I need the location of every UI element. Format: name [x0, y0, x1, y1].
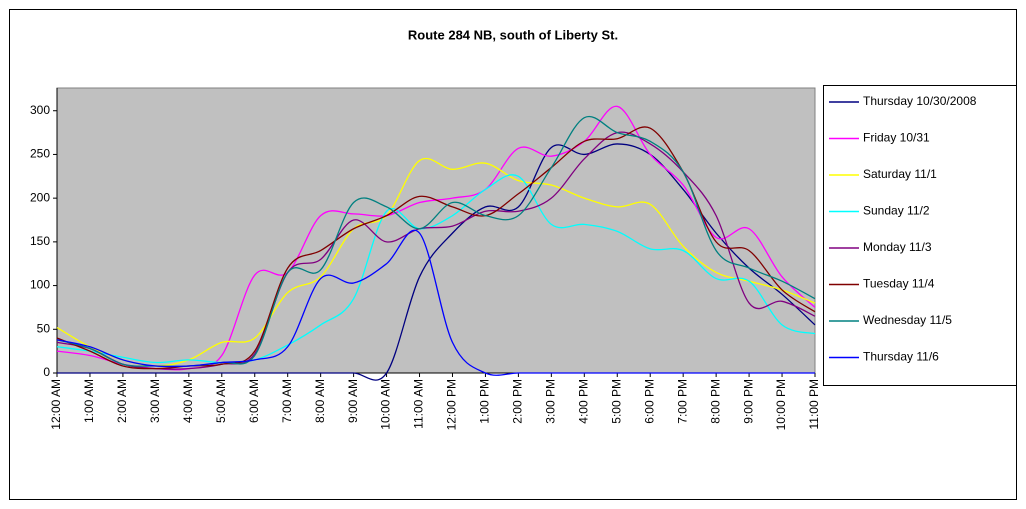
- legend-label: Saturday 11/1: [863, 167, 937, 181]
- chart-title: Route 284 NB, south of Liberty St.: [408, 27, 618, 42]
- x-tick-label: 7:00 AM: [280, 379, 294, 423]
- x-tick-label: 11:00 PM: [807, 379, 821, 429]
- legend-label: Sunday 11/2: [863, 204, 930, 218]
- x-tick-label: 2:00 AM: [115, 379, 129, 423]
- y-tick-label: 0: [43, 365, 50, 379]
- x-tick-label: 4:00 AM: [181, 379, 195, 423]
- x-tick-label: 12:00 PM: [445, 379, 459, 430]
- x-tick-label: 6:00 PM: [642, 379, 656, 424]
- series-line: [56, 157, 816, 367]
- x-tick-label: 7:00 PM: [675, 379, 689, 424]
- legend-label: Thursday 11/6: [863, 350, 939, 364]
- series-line: [56, 174, 816, 364]
- y-tick-label: 200: [30, 190, 50, 204]
- plot-area: [56, 87, 816, 374]
- y-tick-label: 250: [30, 147, 50, 161]
- legend-label: Friday 10/31: [863, 131, 930, 145]
- y-tick-label: 300: [30, 103, 50, 117]
- x-tick-label: 10:00 PM: [774, 379, 788, 430]
- x-tick-label: 11:00 AM: [412, 379, 426, 429]
- x-tick-label: 3:00 PM: [544, 379, 558, 424]
- x-tick-label: 12:00 AM: [49, 379, 63, 430]
- series-line: [57, 143, 816, 381]
- y-tick-label: 100: [30, 278, 50, 292]
- x-tick-label: 8:00 AM: [313, 379, 327, 423]
- x-tick-label: 5:00 PM: [609, 379, 623, 424]
- x-tick-label: 3:00 AM: [148, 379, 162, 423]
- x-tick-label: 1:00 AM: [82, 379, 96, 423]
- x-tick-label: 2:00 PM: [511, 379, 525, 424]
- x-tick-label: 4:00 PM: [576, 379, 590, 424]
- legend-label: Tuesday 11/4: [863, 277, 935, 291]
- y-tick-label: 50: [37, 321, 51, 335]
- series-line: [56, 229, 815, 376]
- x-tick-label: 8:00 PM: [708, 379, 722, 424]
- x-tick-label: 6:00 AM: [247, 379, 261, 423]
- legend-label: Thursday 10/30/2008: [863, 94, 977, 108]
- y-tick-label: 150: [30, 234, 50, 248]
- legend-label: Wednesday 11/5: [863, 313, 952, 327]
- x-tick-label: 1:00 PM: [478, 379, 492, 424]
- legend-label: Monday 11/3: [863, 240, 932, 254]
- x-tick-label: 9:00 PM: [741, 379, 755, 424]
- x-tick-label: 10:00 AM: [379, 379, 393, 430]
- x-tick-label: 9:00 AM: [346, 379, 360, 423]
- x-tick-label: 5:00 AM: [214, 379, 228, 423]
- legend-box: [823, 85, 1017, 386]
- series-line: [56, 131, 816, 370]
